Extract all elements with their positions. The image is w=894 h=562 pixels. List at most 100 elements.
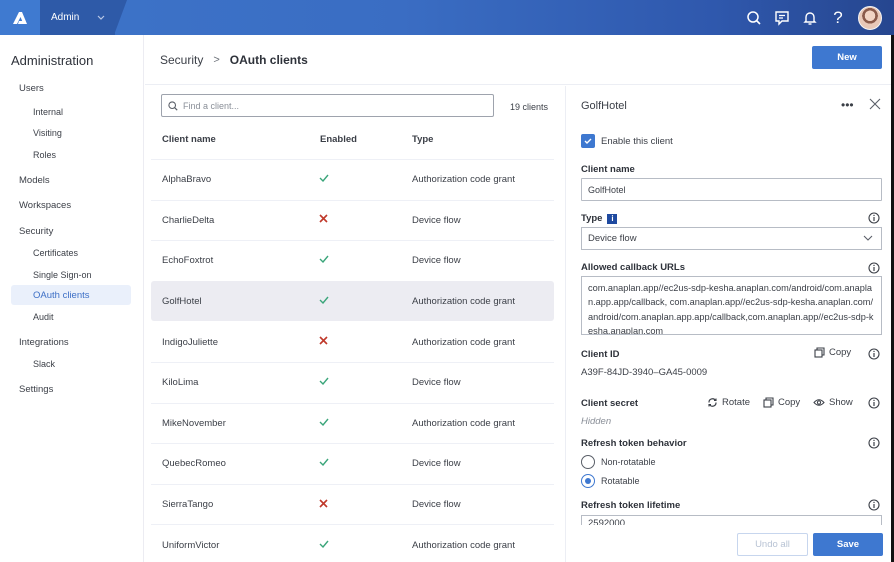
app-switcher[interactable]: Admin	[40, 0, 115, 35]
client-type: Device flow	[412, 214, 461, 226]
show-label: Show	[829, 397, 853, 408]
check-icon	[319, 174, 329, 185]
table-row[interactable]: KiloLima Device flow	[151, 361, 554, 403]
table-row[interactable]: QuebecRomeo Device flow	[151, 443, 554, 484]
sidebar-item-slack[interactable]: Slack	[33, 359, 56, 369]
sidebar-item-oauth-clients[interactable]: OAuth clients	[11, 285, 131, 305]
cross-icon	[319, 214, 328, 226]
sidebar-item-internal[interactable]: Internal	[33, 107, 64, 117]
sidebar-item-workspaces[interactable]: Workspaces	[19, 200, 72, 211]
radio-label: Non-rotatable	[601, 457, 656, 467]
sidebar-item-audit[interactable]: Audit	[33, 312, 54, 322]
client-name: GolfHotel	[162, 296, 202, 308]
column-header-client-name[interactable]: Client name	[162, 134, 216, 145]
client-name: CharlieDelta	[162, 214, 215, 226]
check-icon	[319, 540, 329, 551]
new-client-button[interactable]: New	[812, 46, 882, 69]
sidebar-item-single-sign-on[interactable]: Single Sign-on	[33, 270, 92, 280]
enable-checkbox[interactable]	[581, 134, 595, 148]
info-icon[interactable]	[868, 499, 880, 514]
client-id-value: A39F-84JD-3940–GA45-0009	[581, 367, 708, 378]
copy-label: Copy	[778, 397, 801, 408]
table-row[interactable]: EchoFoxtrot Device flow	[151, 240, 554, 281]
client-detail-panel: GolfHotel ••• Enable this client Client …	[565, 86, 894, 562]
sidebar-item-integrations[interactable]: Integrations	[19, 337, 69, 348]
chat-icon[interactable]	[768, 0, 796, 35]
search-input[interactable]	[183, 100, 473, 111]
info-icon[interactable]	[868, 437, 880, 452]
client-name: AlphaBravo	[162, 174, 212, 186]
check-icon	[584, 138, 592, 144]
type-label-text: Type	[581, 213, 603, 224]
breadcrumb-parent[interactable]: Security	[160, 53, 204, 67]
copy-secret-button[interactable]: Copy	[763, 397, 800, 408]
callback-urls-label: Allowed callback URLs	[581, 262, 686, 273]
client-type: Device flow	[412, 255, 461, 267]
sidebar-item-security[interactable]: Security	[19, 226, 54, 237]
info-icon[interactable]	[868, 397, 880, 412]
column-header-enabled[interactable]: Enabled	[320, 134, 357, 145]
table-row[interactable]: MikeNovember Authorization code grant	[151, 402, 554, 444]
radio-button[interactable]	[581, 455, 595, 469]
sidebar: Administration Users Internal Visiting R…	[0, 35, 144, 562]
table-row[interactable]: CharlieDelta Device flow	[151, 199, 554, 241]
save-button[interactable]: Save	[813, 533, 883, 556]
page-title: OAuth clients	[229, 53, 308, 67]
table-row[interactable]: SierraTango Device flow	[151, 483, 554, 525]
app-switcher-label: Admin	[51, 12, 80, 23]
table-row-selected[interactable]: GolfHotel Authorization code grant	[151, 280, 554, 322]
radio-rotatable[interactable]: Rotatable	[581, 474, 640, 488]
sidebar-item-visiting[interactable]: Visiting	[33, 128, 62, 138]
client-secret-value: Hidden	[581, 416, 612, 427]
type-label: Type i	[581, 213, 618, 224]
bell-icon[interactable]	[796, 0, 824, 35]
client-name: SierraTango	[162, 499, 214, 511]
client-list-panel: 19 clients Client name Enabled Type Alph…	[145, 86, 565, 562]
copy-icon	[814, 347, 825, 358]
rotate-secret-button[interactable]: Rotate	[707, 397, 750, 408]
info-icon[interactable]	[868, 348, 880, 363]
radio-button-checked[interactable]	[581, 474, 595, 488]
anaplan-logo[interactable]	[0, 0, 40, 35]
client-type: Device flow	[412, 377, 461, 389]
eye-icon	[813, 399, 825, 406]
radio-non-rotatable[interactable]: Non-rotatable	[581, 455, 656, 469]
refresh-lifetime-input[interactable]: 2592000	[581, 515, 882, 525]
copy-client-id-button[interactable]: Copy	[814, 347, 851, 358]
undo-all-button[interactable]: Undo all	[737, 533, 808, 556]
sidebar-item-roles[interactable]: Roles	[33, 150, 57, 160]
callback-urls-textarea[interactable]: com.anaplan.app//ec2us-sdp-kesha.anaplan…	[581, 276, 882, 335]
type-info-badge[interactable]: i	[607, 213, 618, 224]
chevron-down-icon	[863, 235, 873, 241]
sidebar-item-settings[interactable]: Settings	[19, 384, 54, 395]
enable-client-toggle[interactable]: Enable this client	[581, 134, 673, 148]
sidebar-item-models[interactable]: Models	[19, 175, 50, 186]
window-edge	[891, 35, 894, 562]
more-options-icon[interactable]: •••	[841, 98, 854, 112]
help-icon[interactable]: ?	[833, 7, 843, 27]
type-select[interactable]: Device flow	[581, 227, 882, 250]
client-name-input[interactable]	[581, 178, 882, 201]
sidebar-item-users[interactable]: Users	[19, 83, 44, 94]
rotate-icon	[708, 398, 717, 407]
close-icon[interactable]	[869, 98, 881, 113]
search-icon[interactable]	[740, 0, 768, 35]
enable-label: Enable this client	[601, 135, 673, 147]
table-row[interactable]: IndigoJuliette Authorization code grant	[151, 321, 554, 362]
show-secret-button[interactable]: Show	[813, 397, 853, 408]
info-icon[interactable]	[868, 212, 880, 227]
client-id-label: Client ID	[581, 349, 620, 360]
client-name: EchoFoxtrot	[162, 255, 214, 267]
table-row[interactable]: UniformVictor Authorization code grant	[151, 524, 554, 562]
client-count: 19 clients	[510, 102, 549, 112]
column-header-type[interactable]: Type	[412, 134, 434, 145]
sidebar-title: Administration	[11, 53, 94, 68]
check-icon	[319, 296, 329, 307]
client-type: Device flow	[412, 458, 461, 470]
info-icon[interactable]	[868, 262, 880, 277]
user-avatar[interactable]	[858, 5, 882, 30]
table-row[interactable]: AlphaBravo Authorization code grant	[151, 159, 554, 200]
search-box[interactable]	[161, 94, 494, 117]
cross-icon	[319, 498, 328, 511]
sidebar-item-certificates[interactable]: Certificates	[33, 248, 79, 258]
